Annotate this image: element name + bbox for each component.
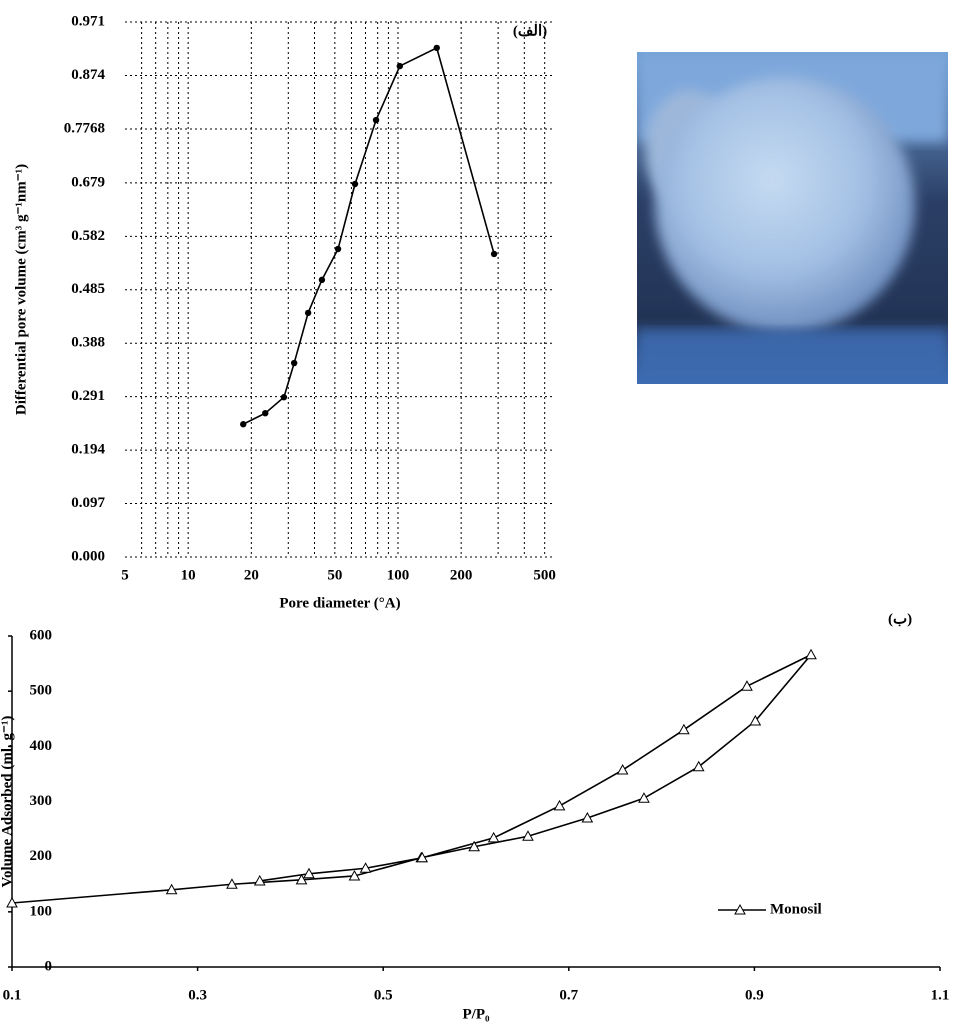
x-tick-label: 0.1 (3, 987, 22, 1003)
x-tick-label: 500 (533, 567, 556, 583)
x-axis-label: P/P₀ (463, 1006, 490, 1022)
y-tick-label: 0.194 (71, 442, 105, 458)
y-tick-label: 100 (30, 903, 53, 919)
y-axis-label: Volume Adsorbed (ml. g⁻¹) (0, 716, 15, 888)
data-point (638, 792, 650, 803)
data-point (553, 799, 566, 811)
y-tick-label: 200 (30, 848, 53, 864)
legend-label: Monosil (770, 901, 822, 917)
x-axis-label: Pore diameter (°A) (279, 595, 400, 611)
data-point (522, 830, 534, 841)
y-axis-label: Differential pore volume (cm³ g⁻¹nm⁻¹) (13, 164, 29, 415)
data-point (741, 680, 753, 691)
x-tick-label: 0.7 (559, 987, 578, 1003)
data-point (351, 180, 359, 188)
y-tick-label: 0.971 (71, 13, 105, 29)
data-point (280, 394, 288, 401)
y-tick-label: 400 (30, 738, 53, 754)
data-point (290, 359, 298, 367)
data-point (348, 869, 361, 881)
chart-title: (ب) (888, 611, 912, 627)
data-point (433, 44, 440, 52)
data-line (242, 46, 495, 425)
data-point (226, 878, 238, 889)
legend-marker (734, 903, 746, 915)
y-tick-label: 0.388 (71, 335, 105, 351)
data-point (396, 62, 404, 70)
data-point (304, 309, 312, 317)
chart-title: (الف) (513, 23, 547, 39)
x-tick-label: 0.5 (374, 987, 393, 1003)
data-point (468, 840, 480, 852)
x-tick-label: 1.1 (931, 987, 950, 1003)
y-tick-label: 0.000 (71, 548, 105, 564)
y-tick-label: 0.485 (71, 281, 105, 297)
y-tick-label: 0.874 (71, 67, 105, 83)
x-tick-label: 0.3 (188, 987, 207, 1003)
data-point (334, 245, 342, 253)
data-point (318, 276, 326, 284)
data-point (295, 873, 308, 885)
x-tick-label: 0.9 (745, 987, 764, 1003)
data-point (616, 764, 629, 775)
data-point (490, 250, 498, 258)
data-point (165, 883, 178, 895)
x-tick-label: 50 (327, 567, 342, 583)
data-point (678, 723, 690, 735)
y-tick-label: 0.291 (71, 388, 105, 404)
data-point (581, 812, 594, 823)
data-point (805, 648, 817, 660)
data-point (692, 760, 705, 772)
y-tick-label: 0.7768 (64, 120, 105, 136)
y-tick-label: 0.679 (71, 174, 105, 190)
data-point (240, 421, 247, 428)
data-point (487, 831, 500, 843)
y-tick-label: 0.097 (71, 495, 105, 511)
photo (637, 52, 948, 384)
y-tick-label: 300 (30, 793, 53, 809)
y-tick-label: 0.582 (71, 228, 105, 244)
data-point (372, 116, 380, 124)
data-point (262, 409, 269, 417)
data-point (359, 862, 372, 873)
data-point (303, 867, 315, 879)
x-tick-label: 10 (181, 567, 196, 583)
data-point (6, 896, 18, 908)
y-tick-label: 600 (30, 627, 53, 643)
x-tick-label: 20 (244, 567, 259, 583)
x-tick-label: 200 (450, 567, 473, 583)
data-point (749, 714, 762, 726)
data-line (11, 654, 812, 904)
data-point (253, 874, 266, 886)
x-tick-label: 5 (121, 567, 129, 583)
data-point (416, 851, 429, 863)
y-tick-label: 500 (30, 683, 53, 699)
x-tick-label: 100 (387, 567, 410, 583)
